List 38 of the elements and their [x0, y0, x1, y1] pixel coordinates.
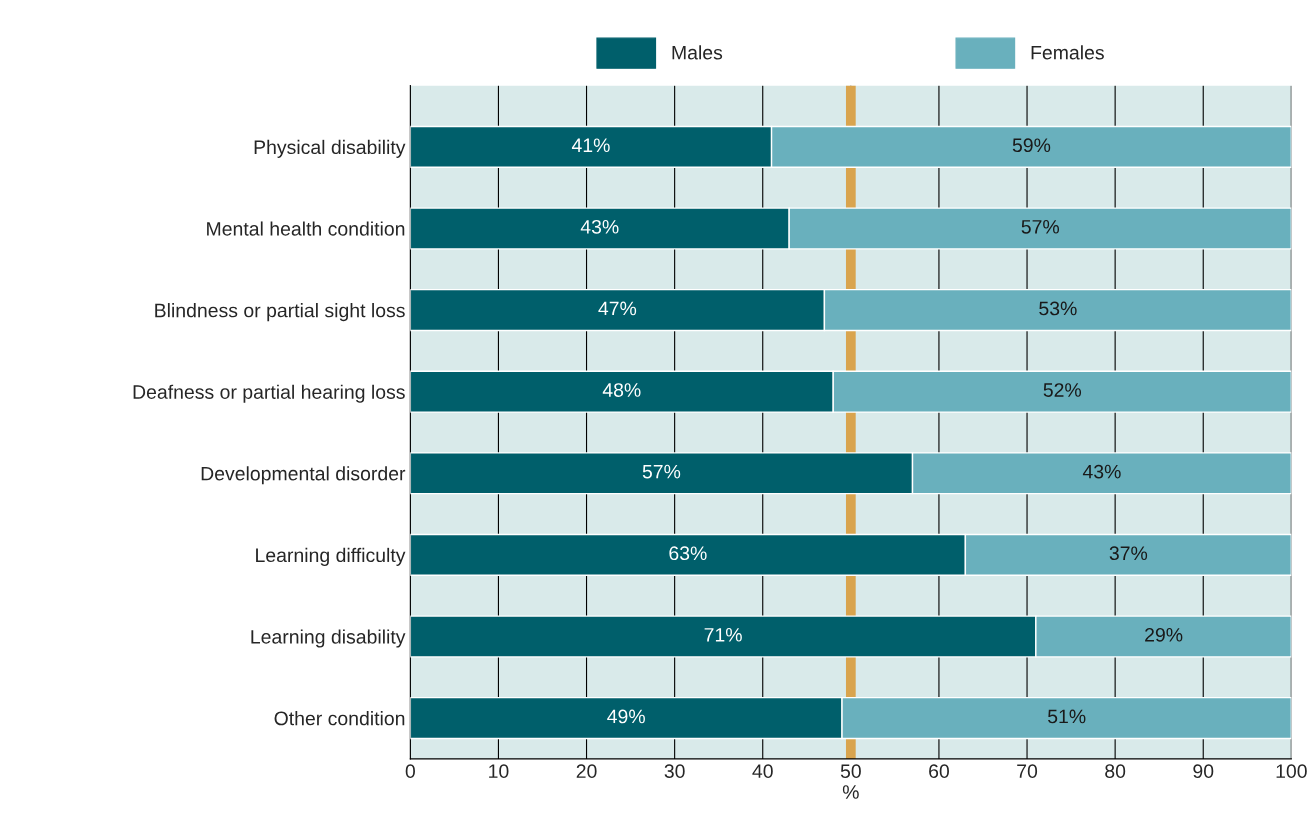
- data-label: 41%: [571, 138, 610, 153]
- data-label: 59%: [1012, 138, 1051, 153]
- y-tick-label: Developmental disorder: [201, 466, 406, 485]
- x-tick-label: 30: [664, 764, 685, 779]
- x-tick-label: 100: [1276, 764, 1307, 779]
- data-label: 43%: [580, 219, 619, 234]
- x-tick-label: 40: [752, 764, 773, 779]
- x-tick-label: 90: [1193, 764, 1214, 779]
- data-label: 48%: [602, 383, 641, 397]
- data-label: 43%: [1082, 464, 1121, 479]
- data-label: 47%: [598, 301, 637, 316]
- y-tick-label: Mental health condition: [207, 221, 405, 236]
- x-tick-label: 10: [489, 764, 509, 779]
- data-label: 63%: [669, 546, 707, 561]
- data-label: 49%: [607, 709, 645, 724]
- x-tick-label: 60: [929, 764, 949, 779]
- legend-label: Females: [1031, 45, 1104, 60]
- data-label: 71%: [704, 628, 742, 642]
- x-tick-label: 20: [576, 764, 597, 779]
- data-label: 37%: [1109, 546, 1148, 561]
- data-label: 51%: [1048, 709, 1086, 724]
- y-tick-label: Other condition: [274, 711, 405, 726]
- y-tick-label: Deafness or partial hearing loss: [133, 384, 405, 403]
- data-label: 29%: [1145, 627, 1183, 642]
- data-label: 57%: [1021, 220, 1060, 234]
- y-tick-label: Physical disability: [254, 139, 406, 158]
- x-tick-label: 50: [840, 764, 861, 779]
- y-tick-label: Learning difficulty: [256, 547, 406, 566]
- x-tick-label: 80: [1105, 764, 1126, 779]
- data-label: 53%: [1039, 301, 1077, 316]
- legend-label: Males: [672, 45, 723, 60]
- x-tick-label: 70: [1017, 764, 1038, 779]
- data-label: 52%: [1043, 383, 1082, 397]
- data-label: 57%: [642, 464, 681, 479]
- y-tick-label: Learning disability: [251, 629, 406, 648]
- x-tick-label: 0: [405, 764, 415, 779]
- y-tick-label: Blindness or partial sight loss: [155, 303, 405, 322]
- x-axis-title: %: [842, 785, 859, 799]
